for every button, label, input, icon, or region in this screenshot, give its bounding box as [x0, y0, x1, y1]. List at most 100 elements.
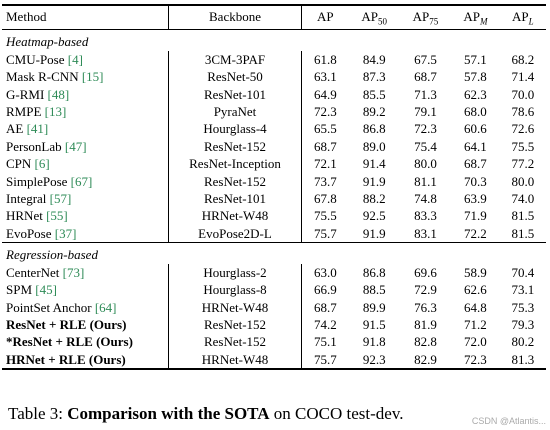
cell-ap75: 76.3 — [414, 299, 437, 315]
cell-ap50: 84.9 — [362, 51, 386, 67]
method-name: CPN — [6, 156, 32, 172]
citation-link[interactable]: [67] — [70, 173, 93, 189]
cell-apm: 64.1 — [464, 138, 487, 154]
citation-link[interactable]: [73] — [62, 264, 85, 280]
cell-method: *ResNet + RLE (Ours) — [2, 333, 169, 351]
table-body: Heatmap-based CMU-Pose [4] 3CM-3PAF 61.8 84.… — [2, 29, 546, 371]
cell-apl: 70.0 — [511, 86, 535, 102]
citation-link[interactable]: [45] — [35, 282, 57, 298]
cell-ap75: 83.1 — [414, 225, 437, 241]
cell-method: Integral [57] — [2, 190, 169, 208]
cell-ap: 72.3 — [313, 104, 337, 120]
cell-ap75: 72.3 — [414, 121, 437, 137]
cell-ap50: 89.0 — [362, 138, 386, 154]
table-row: SPM [45] Hourglass-8 66.9 88.5 72.9 62.6 73.1 — [2, 281, 546, 299]
table-row: Mask R-CNN [15] ResNet-50 63.1 87.3 68.7 57.8… — [2, 68, 546, 86]
cell-ap50: 89.9 — [362, 299, 386, 315]
results-table: Method Backbone AP AP50 AP75 APM APL Hea… — [2, 4, 546, 371]
table-row: RMPE [13] PyraNet 72.3 89.2 79.1 68.0 78.6 — [2, 103, 546, 121]
citation-link[interactable]: [41] — [26, 121, 49, 137]
cell-backbone: Hourglass-8 — [168, 281, 302, 299]
cell-ap: 75.7 — [301, 350, 349, 371]
cell-backbone: ResNet-Inception — [168, 155, 302, 173]
cell-apl: 78.6 — [511, 104, 535, 120]
citation-link[interactable]: [47] — [64, 138, 87, 154]
table-row: *ResNet + RLE (Ours) ResNet-152 75.1 91.8 82… — [2, 333, 546, 351]
method-name: CMU-Pose — [6, 51, 65, 67]
cell-backbone: PyraNet — [168, 103, 302, 121]
citation-link[interactable]: [48] — [47, 86, 70, 102]
cell-method: PersonLab [47] — [2, 137, 169, 156]
cell-backbone: ResNet-152 — [168, 137, 302, 156]
cell-backbone: HRNet-W48 — [168, 207, 302, 225]
cell-ap: 68.7 — [313, 138, 337, 154]
citation-link[interactable]: [4] — [67, 51, 83, 67]
cell-backbone: Hourglass-4 — [168, 120, 302, 138]
cell-backbone: HRNet-W48 — [168, 350, 302, 371]
cell-ap75: 81.1 — [414, 173, 437, 189]
cell-method: AE [41] — [2, 120, 169, 138]
citation-link[interactable]: [64] — [94, 299, 117, 315]
cell-ap75: 69.6 — [414, 264, 437, 280]
cell-backbone: ResNet-152 — [168, 333, 302, 351]
cell-apl: 80.2 — [511, 334, 535, 350]
cell-method: CPN [6] — [2, 155, 169, 173]
cell-method: CenterNet [73] — [2, 263, 169, 282]
table-row: AE [41] Hourglass-4 65.5 86.8 72.3 60.6 72.6 — [2, 120, 546, 138]
citation-link[interactable]: [37] — [54, 225, 77, 241]
cell-ap: 61.8 — [313, 51, 337, 67]
cell-apm: 72.2 — [464, 225, 487, 241]
cell-backbone: HRNet-W48 — [168, 298, 302, 316]
table-row: Integral [57] ResNet-101 67.8 88.2 74.8 63.9 7… — [2, 190, 546, 208]
cell-ap75: 79.1 — [414, 104, 437, 120]
header-ap50: AP50 — [348, 4, 400, 30]
cell-ap75: 81.9 — [414, 316, 437, 332]
citation-link[interactable]: [6] — [34, 156, 50, 172]
table-row: CMU-Pose [4] 3CM-3PAF 61.8 84.9 67.5 57.1 68.2 — [2, 50, 546, 69]
method-name: HRNet — [6, 208, 43, 224]
cell-apl: 75.3 — [511, 299, 535, 315]
method-name: SPM — [6, 282, 33, 298]
method-name: ResNet + RLE (Ours) — [6, 316, 127, 332]
cell-ap: 68.7 — [313, 299, 337, 315]
cell-apm: 57.8 — [464, 69, 487, 85]
cell-ap50: 86.8 — [362, 121, 386, 137]
header-ap: AP — [301, 4, 349, 30]
cell-ap75: 83.3 — [414, 208, 437, 224]
header-ap75: AP75 — [399, 4, 452, 30]
header-backbone: Backbone — [168, 4, 302, 30]
cell-apm: 68.0 — [464, 104, 487, 120]
cell-ap75: 80.0 — [414, 156, 437, 172]
cell-backbone: ResNet-152 — [168, 315, 302, 334]
cell-ap: 73.7 — [313, 173, 337, 189]
cell-apm: 57.1 — [464, 51, 487, 67]
citation-link[interactable]: [15] — [81, 69, 104, 85]
method-name: G-RMI — [6, 86, 45, 102]
cell-ap: 66.9 — [313, 282, 337, 298]
citation-link[interactable]: [55] — [46, 208, 68, 224]
cell-apm: 68.7 — [464, 156, 487, 172]
cell-ap75: 75.4 — [414, 138, 437, 154]
method-name: *ResNet + RLE (Ours) — [6, 334, 133, 350]
method-name: PointSet Anchor — [6, 299, 92, 315]
citation-link[interactable]: [57] — [49, 191, 72, 207]
cell-apl: 72.6 — [511, 121, 535, 137]
cell-ap50: 91.9 — [362, 225, 386, 241]
cell-ap50: 88.5 — [362, 282, 386, 298]
caption-rest: on COCO test-dev. — [273, 404, 404, 423]
cell-ap75: 68.7 — [414, 69, 437, 85]
cell-ap75: 82.8 — [414, 334, 437, 350]
cell-method: HRNet [55] — [2, 207, 169, 225]
header-method: Method — [2, 4, 169, 30]
cell-apl: 77.2 — [511, 156, 535, 172]
method-name: CenterNet — [6, 264, 60, 280]
cell-method: PointSet Anchor [64] — [2, 298, 169, 316]
cell-ap50: 92.5 — [362, 208, 386, 224]
cell-apl: 71.4 — [511, 69, 535, 85]
cell-method: SPM [45] — [2, 281, 169, 299]
table-row: SimplePose [67] ResNet-152 73.7 91.9 81.1 70.… — [2, 172, 546, 191]
cell-ap50: 91.8 — [362, 334, 386, 350]
citation-link[interactable]: [13] — [44, 104, 67, 120]
cell-ap50: 87.3 — [362, 69, 386, 85]
